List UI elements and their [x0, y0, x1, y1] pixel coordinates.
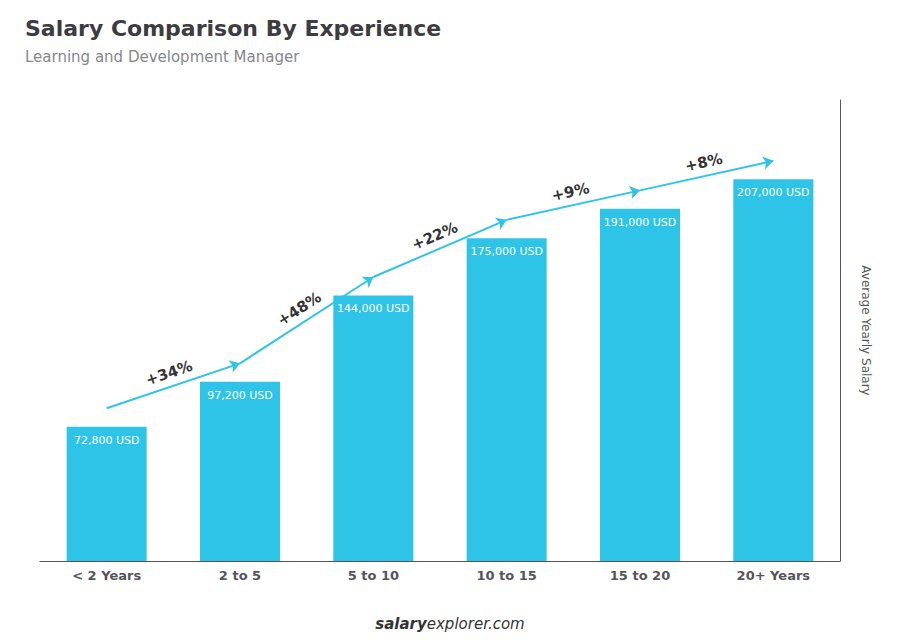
svg-text:10 to 15: 10 to 15	[476, 568, 536, 583]
svg-text:207,000 USD: 207,000 USD	[737, 186, 810, 199]
svg-text:+22%: +22%	[409, 218, 461, 254]
svg-text:+8%: +8%	[683, 150, 724, 176]
svg-text:144,000 USD: 144,000 USD	[337, 302, 410, 315]
svg-text:97,200 USD: 97,200 USD	[207, 389, 273, 402]
svg-text:15 to 20: 15 to 20	[610, 568, 670, 583]
svg-text:191,000 USD: 191,000 USD	[604, 216, 677, 229]
svg-text:salary: salary	[375, 615, 428, 633]
svg-text:< 2 Years: < 2 Years	[72, 568, 141, 583]
svg-text:20+ Years: 20+ Years	[737, 568, 811, 583]
svg-text:explorer.com: explorer.com	[427, 615, 525, 633]
svg-text:Salary Comparison By Experienc: Salary Comparison By Experience	[25, 16, 441, 41]
svg-text:2 to 5: 2 to 5	[219, 568, 261, 583]
svg-text:+9%: +9%	[550, 179, 591, 205]
svg-text:5 to 10: 5 to 10	[348, 568, 399, 583]
svg-text:72,800 USD: 72,800 USD	[74, 434, 140, 447]
svg-text:+34%: +34%	[143, 357, 195, 390]
svg-text:Learning and Development Manag: Learning and Development Manager	[25, 48, 300, 66]
svg-text:+48%: +48%	[274, 288, 324, 329]
svg-text:Average Yearly Salary: Average Yearly Salary	[859, 265, 873, 395]
svg-text:175,000 USD: 175,000 USD	[470, 245, 543, 258]
